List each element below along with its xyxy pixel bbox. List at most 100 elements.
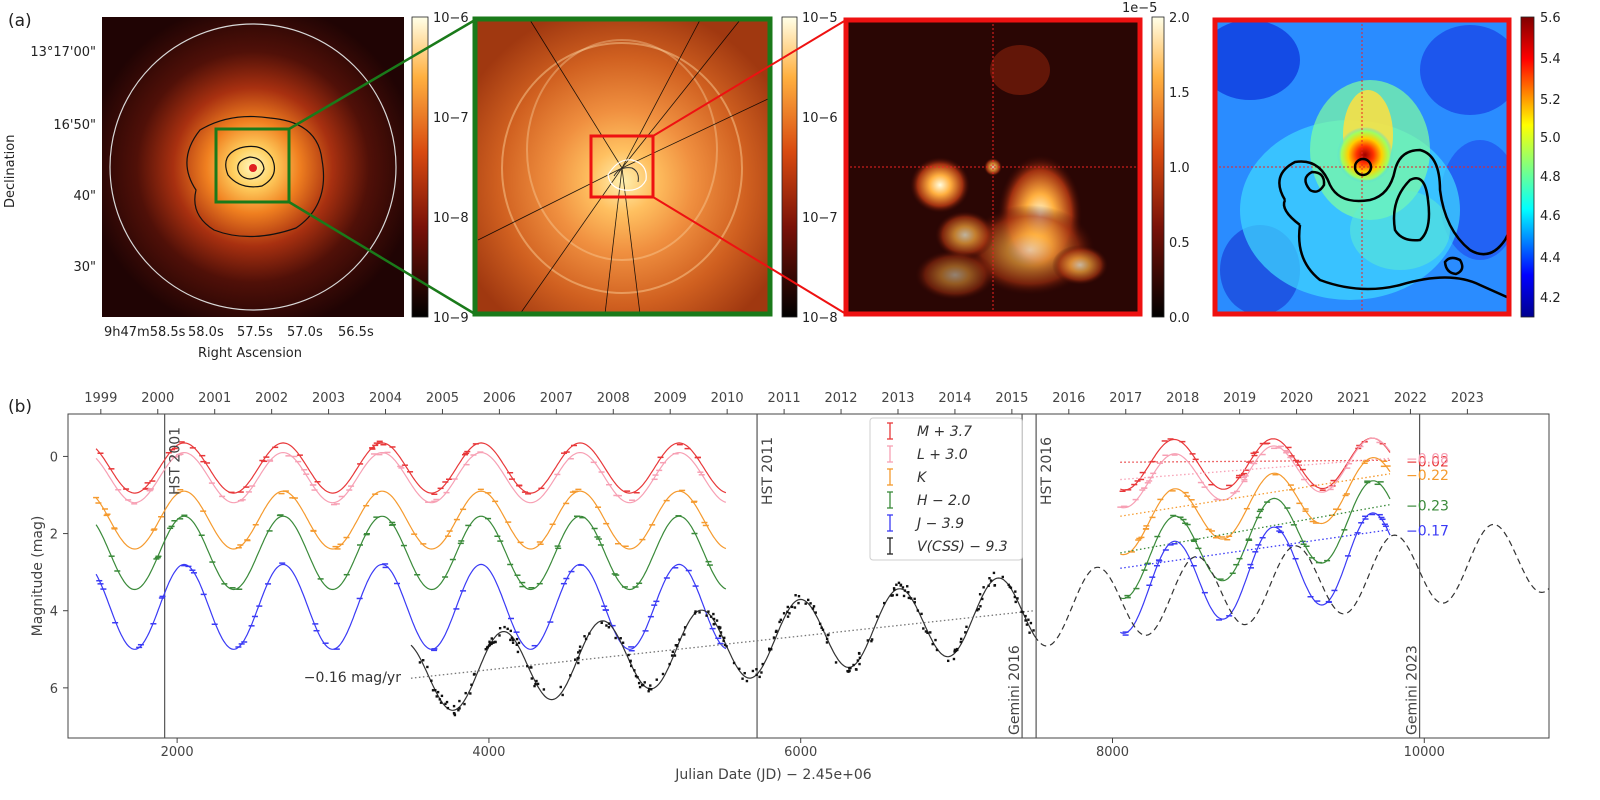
data-point-v — [619, 637, 622, 640]
data-point-v — [530, 677, 534, 680]
x-axis-label: Julian Date (JD) − 2.45e+06 — [674, 767, 871, 783]
data-point-v — [922, 627, 925, 630]
data-point-v — [440, 694, 444, 698]
year-tick-label: 2020 — [1280, 391, 1313, 406]
data-point-v — [723, 643, 727, 647]
data-point-v — [712, 617, 716, 621]
svg-text:4.6: 4.6 — [1540, 209, 1561, 224]
data-point-v — [907, 596, 911, 600]
data-point-v — [856, 659, 860, 662]
vline-label-hst-2001: HST 2001 — [168, 427, 184, 495]
data-point-v — [529, 666, 532, 669]
data-point-v — [906, 585, 909, 588]
year-tick-label: 2001 — [198, 391, 231, 406]
data-point-v — [935, 648, 939, 652]
data-point-v — [712, 622, 716, 626]
data-point-v — [988, 577, 991, 580]
data-point-v — [976, 609, 979, 612]
year-tick-label: 2021 — [1337, 391, 1370, 406]
slope-label-m: −0.02 — [1406, 454, 1449, 470]
data-point-v — [493, 640, 497, 644]
data-point-v — [718, 634, 722, 638]
data-point-v — [977, 607, 980, 611]
data-point-v — [926, 631, 929, 634]
data-point-v — [614, 636, 617, 640]
data-point-v — [578, 645, 582, 648]
data-point-v — [511, 638, 515, 642]
data-point-v — [584, 637, 588, 641]
data-point-v — [989, 579, 993, 582]
data-point-v — [503, 625, 506, 629]
svg-text:1.0: 1.0 — [1169, 161, 1190, 176]
data-point-v — [719, 626, 722, 629]
year-tick-label: 2023 — [1451, 391, 1484, 406]
ra-tick: 57.0s — [287, 325, 323, 340]
ra-tick: 57.5s — [237, 325, 273, 340]
data-point-v — [825, 637, 829, 641]
x-tick-label: 8000 — [1096, 745, 1129, 760]
data-point-v — [760, 671, 763, 674]
data-point-v — [577, 651, 580, 654]
data-point-v — [1014, 600, 1017, 604]
svg-text:10−8: 10−8 — [433, 211, 469, 226]
data-point-v — [732, 661, 736, 665]
y-tick-label: 4 — [50, 605, 58, 620]
vline-label-gemini-2016: Gemini 2016 — [1007, 645, 1023, 735]
data-point-v — [693, 612, 697, 615]
data-point-v — [574, 658, 577, 661]
data-point-v — [569, 674, 572, 677]
data-point-v — [931, 642, 934, 646]
dec-tick: 40" — [73, 189, 96, 204]
data-point-v — [542, 688, 546, 691]
spectral-index-map — [1215, 20, 1509, 314]
data-point-v — [533, 684, 536, 688]
data-point-v — [895, 583, 898, 586]
dec-axis-label: Declination — [3, 135, 18, 209]
data-point-v — [1029, 621, 1033, 625]
data-point-v — [621, 641, 625, 644]
slope-label-k: −0.22 — [1406, 468, 1449, 484]
data-point-v — [559, 685, 562, 689]
data-point-v — [1020, 610, 1023, 613]
data-point-v — [804, 602, 807, 605]
year-tick-label: 2019 — [1223, 391, 1256, 406]
svg-text:5.2: 5.2 — [1540, 93, 1561, 108]
data-point-v — [751, 669, 755, 673]
plot-frame — [67, 413, 1550, 739]
data-point-v — [578, 649, 582, 652]
year-tick-label: 2004 — [369, 391, 402, 406]
svg-text:10−9: 10−9 — [433, 311, 469, 326]
svg-text:10−6: 10−6 — [802, 111, 838, 126]
data-point-v — [452, 704, 456, 708]
data-point-v — [676, 644, 679, 648]
data-point-v — [498, 634, 501, 637]
data-point-v — [743, 671, 746, 675]
data-point-v — [741, 677, 744, 680]
data-point-v — [913, 597, 916, 601]
data-point-v — [758, 675, 761, 679]
y-tick-label: 6 — [50, 682, 58, 697]
data-point-v — [506, 627, 509, 631]
data-point-v — [647, 687, 651, 691]
data-point-v — [445, 700, 449, 704]
vline-label-hst-2011: HST 2011 — [760, 437, 776, 505]
data-point-v — [655, 678, 658, 681]
data-point-v — [794, 594, 797, 597]
data-point-v — [745, 679, 749, 683]
series-j-late — [1120, 512, 1391, 634]
vline-label-gemini-2023: Gemini 2023 — [1405, 645, 1421, 735]
ra-tick: 9h47m58.5s — [104, 325, 186, 340]
data-point-v — [852, 663, 855, 667]
data-point-v — [774, 630, 778, 633]
data-point-v — [490, 637, 493, 640]
data-point-v — [964, 631, 967, 634]
slope-label-h: −0.23 — [1406, 499, 1449, 515]
panel-a-label: (a) — [8, 11, 32, 31]
dec-axis: 13°17'00" 16'50" 40" 30" Declination — [3, 45, 96, 275]
year-tick-label: 2015 — [995, 391, 1028, 406]
ra-tick: 56.5s — [338, 325, 374, 340]
data-point-v — [897, 581, 901, 585]
data-point-v — [866, 639, 870, 642]
data-point-v — [431, 689, 435, 692]
